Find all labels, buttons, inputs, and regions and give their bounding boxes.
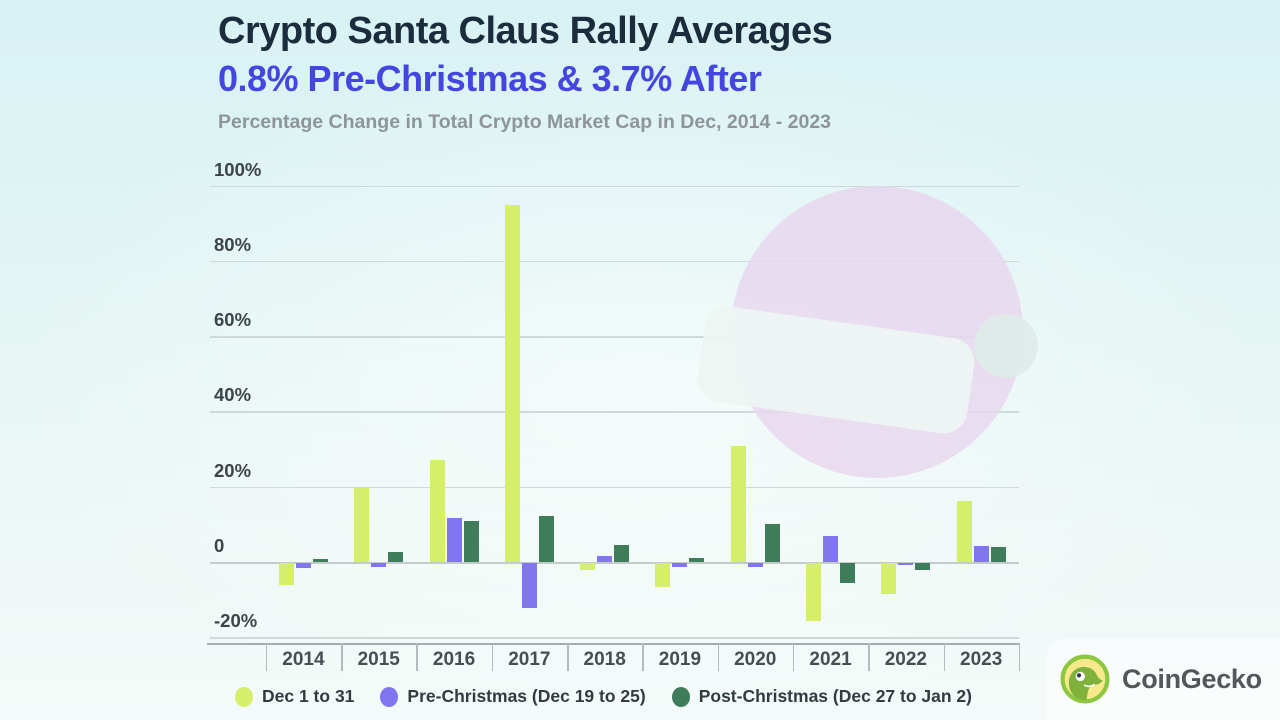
bar-2017-series2	[521, 563, 537, 609]
brand-name: CoinGecko	[1122, 663, 1262, 694]
gridline-20	[210, 486, 1019, 489]
gridline-80	[210, 260, 1019, 263]
gridline-100	[210, 185, 1019, 187]
x-axis-tick	[943, 642, 945, 671]
bar-2016-series1	[429, 459, 445, 562]
chart-title: Crypto Santa Claus Rally Averages	[218, 10, 833, 52]
brand-card: CoinGecko	[1046, 638, 1280, 720]
y-tick-label-80: 80%	[214, 233, 252, 255]
coingecko-logo-icon	[1060, 654, 1110, 704]
legend-label: Dec 1 to 31	[262, 686, 355, 706]
y-tick-label-0: 0	[214, 535, 225, 556]
chart-title-highlight: 0.8% Pre-Christmas & 3.7% After	[218, 58, 762, 99]
x-axis-tick	[416, 642, 418, 671]
bar-2017-series1	[504, 205, 520, 562]
legend-label: Post-Christmas (Dec 27 to Jan 2)	[698, 686, 972, 706]
x-axis-tick	[1018, 642, 1021, 671]
legend-swatch-icon	[671, 686, 690, 707]
bar-2022-series3	[915, 563, 931, 571]
bar-2023-series2	[973, 545, 989, 562]
gridline-60	[210, 336, 1019, 338]
bar-2018-series2	[597, 556, 613, 562]
bar-2017-series3	[538, 516, 554, 562]
x-axis-tick	[567, 642, 569, 671]
bar-2021-series2	[823, 535, 839, 562]
bar-2018-series3	[614, 544, 630, 562]
bar-2023-series1	[956, 501, 972, 562]
x-axis-tick	[265, 642, 268, 671]
bar-2022-series2	[898, 563, 914, 565]
x-axis-tick	[642, 642, 644, 671]
bar-2014-series2	[295, 563, 311, 568]
y-tick-label-100: 100%	[214, 158, 262, 180]
x-tick-label-2021: 2021	[809, 648, 852, 670]
x-tick-label-2014: 2014	[282, 648, 325, 670]
santa-hat-pompom-icon	[974, 314, 1038, 378]
bar-2014-series1	[278, 563, 294, 585]
legend-item-2: Pre-Christmas (Dec 19 to 25)	[380, 686, 646, 707]
legend-swatch-icon	[235, 686, 253, 707]
legend-swatch-icon	[380, 686, 399, 707]
bar-2020-series2	[747, 563, 763, 568]
x-tick-label-2020: 2020	[734, 648, 777, 670]
x-axis-line	[207, 642, 1019, 645]
x-tick-label-2018: 2018	[583, 648, 626, 670]
bar-2018-series1	[580, 563, 596, 570]
bar-2019-series1	[655, 563, 671, 587]
bar-2015-series1	[354, 487, 370, 562]
legend: Dec 1 to 31 Pre-Christmas (Dec 19 to 25) P…	[235, 686, 972, 707]
gridline-0	[210, 562, 1019, 564]
bar-2014-series3	[312, 558, 328, 562]
bar-2020-series3	[764, 523, 780, 562]
bar-2015-series2	[371, 563, 387, 568]
bar-2022-series1	[881, 563, 897, 594]
bar-2016-series2	[446, 517, 462, 562]
bar-2021-series3	[840, 563, 856, 583]
x-axis-tick	[792, 642, 795, 671]
x-axis-tick	[717, 642, 720, 671]
y-tick-label--20: -20%	[214, 610, 258, 632]
bar-2023-series3	[990, 547, 1006, 562]
x-axis-tick	[491, 642, 494, 671]
y-tick-label-20: 20%	[214, 459, 252, 481]
chart-subtitle: Percentage Change in Total Crypto Market…	[218, 111, 832, 133]
y-tick-label-60: 60%	[214, 309, 252, 331]
bar-2016-series3	[463, 521, 479, 562]
x-tick-label-2016: 2016	[432, 648, 476, 670]
bar-2021-series1	[806, 563, 822, 621]
y-tick-label-40: 40%	[214, 384, 252, 406]
title-block: Crypto Santa Claus Rally Averages 0.8% P…	[218, 10, 1078, 134]
bar-2015-series3	[388, 551, 404, 562]
bar-2020-series1	[730, 446, 746, 562]
gridline--20	[210, 637, 1019, 639]
x-axis-tick	[341, 642, 343, 671]
x-axis-tick	[868, 642, 870, 671]
legend-item-3: Post-Christmas (Dec 27 to Jan 2)	[671, 686, 972, 707]
x-tick-label-2022: 2022	[884, 648, 927, 670]
bar-2019-series2	[672, 563, 688, 567]
legend-label: Pre-Christmas (Dec 19 to 25)	[407, 686, 646, 706]
legend-item-1: Dec 1 to 31	[235, 686, 354, 707]
bar-2019-series3	[689, 558, 705, 562]
x-tick-label-2015: 2015	[357, 648, 400, 670]
gridline-40	[210, 411, 1019, 413]
x-tick-label-2023: 2023	[960, 648, 1003, 670]
x-tick-label-2019: 2019	[658, 648, 702, 670]
x-tick-label-2017: 2017	[508, 648, 551, 670]
